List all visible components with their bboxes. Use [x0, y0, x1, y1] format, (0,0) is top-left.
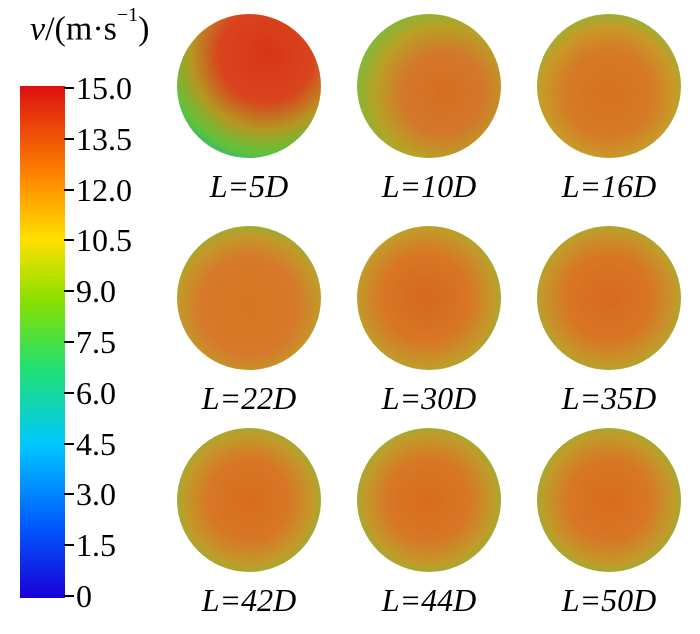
- panel-label: L=5D: [209, 168, 289, 204]
- colorbar-tick-mark: [64, 341, 74, 343]
- colorbar-tick-label: 4.5: [76, 425, 116, 462]
- colorbar-tick-mark: [64, 544, 74, 547]
- panel-label: L=10D: [381, 168, 477, 204]
- colorbar-tick-label: 6.0: [76, 374, 116, 411]
- colorbar-tick-label: 9.0: [76, 273, 116, 310]
- colorbar: [20, 86, 65, 598]
- velocity-contour-disk: [177, 226, 321, 370]
- unit-exponent: −1: [116, 4, 139, 26]
- colorbar-tick-mark: [64, 290, 74, 293]
- colorbar-tick-mark: [64, 87, 74, 89]
- velocity-contour-disk: [537, 226, 681, 370]
- velocity-contour-disk: [357, 226, 501, 370]
- colorbar-tick-mark: [64, 442, 74, 445]
- colorbar-tick-label: 13.5: [76, 120, 132, 157]
- velocity-contour-disk: [177, 428, 321, 572]
- panel-label: L=35D: [561, 380, 657, 416]
- velocity-contour-disk: [357, 14, 501, 158]
- panel-label: L=44D: [381, 582, 477, 618]
- colorbar-ticks: 15.0 13.5 12.0 10.5 9.0 7.5 6.0 4.5 3.0 1.5 0: [64, 0, 184, 634]
- colorbar-tick-label: 3.0: [76, 476, 116, 513]
- panel-label: L=16D: [561, 168, 657, 204]
- unit-text: (m·s: [54, 10, 117, 48]
- panel-label: L=50D: [561, 582, 657, 618]
- colorbar-tick-mark: [64, 137, 74, 140]
- velocity-contour-disk: [177, 14, 321, 158]
- unit-symbol: v: [30, 10, 46, 48]
- colorbar-tick-mark: [64, 239, 74, 242]
- colorbar-tick-label: 7.5: [76, 324, 116, 360]
- colorbar-unit-label: v/(m·s−1): [30, 4, 150, 48]
- colorbar-tick-mark: [64, 493, 74, 496]
- colorbar-tick-label: 15.0: [76, 70, 132, 106]
- colorbar-tick-mark: [64, 595, 74, 597]
- colorbar-tick-label: 0: [76, 578, 92, 614]
- panel-label: L=30D: [381, 380, 477, 416]
- velocity-contour-disk: [357, 428, 501, 572]
- velocity-contour-disk: [537, 428, 681, 572]
- colorbar-tick-label: 10.5: [76, 222, 132, 259]
- unit-close: ): [138, 10, 150, 48]
- panel-label: L=42D: [201, 582, 297, 618]
- panel-label: L=22D: [201, 380, 297, 416]
- colorbar-tick-label: 1.5: [76, 527, 116, 564]
- colorbar-tick-mark: [64, 188, 74, 191]
- colorbar-tick-mark: [64, 391, 74, 394]
- colorbar-tick-label: 12.0: [76, 171, 132, 208]
- velocity-contour-disk: [537, 14, 681, 158]
